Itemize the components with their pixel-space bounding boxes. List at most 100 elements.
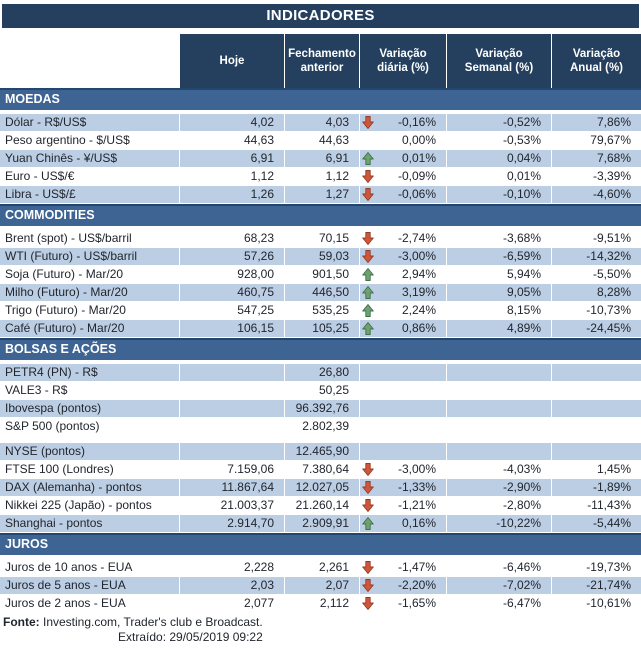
- down-arrow-icon: [362, 250, 375, 263]
- source-text: Investing.com, Trader's club e Broadcast…: [39, 615, 263, 629]
- variacao-diaria-value: -2,74%: [397, 231, 436, 245]
- cell-hoje: 106,15: [180, 320, 284, 337]
- cell-variacao-diaria: -0,09%: [360, 168, 446, 185]
- cell-variacao-anual: -3,39%: [552, 168, 641, 185]
- cell-variacao-diaria: -1,47%: [360, 559, 446, 576]
- variacao-diaria-value: -1,21%: [397, 498, 436, 512]
- cell-variacao-diaria: [360, 400, 446, 417]
- cell-variacao-semanal: -10,22%: [447, 515, 551, 532]
- row-label: Juros de 10 anos - EUA: [0, 559, 179, 576]
- extraction-timestamp: Extraído: 29/05/2019 09:22: [118, 630, 263, 644]
- report-footer: Fonte: Investing.com, Trader's club e Br…: [0, 615, 641, 645]
- source-line: Fonte: Investing.com, Trader's club e Br…: [3, 615, 641, 630]
- column-header-variacao-anual: Variação Anual (%): [552, 34, 641, 88]
- no-arrow-placeholder: [362, 366, 375, 379]
- cell-fechamento: 12.027,05: [285, 479, 359, 496]
- cell-variacao-semanal: -7,02%: [447, 577, 551, 594]
- row-label: Café (Futuro) - Mar/20: [0, 320, 179, 337]
- variacao-diaria-value: -1,33%: [397, 480, 436, 494]
- cell-fechamento: 446,50: [285, 284, 359, 301]
- cell-variacao-anual: -4,60%: [552, 186, 641, 203]
- cell-fechamento: 535,25: [285, 302, 359, 319]
- table-body: MOEDAS Dólar - R$/US$ 4,02 4,03 -0,16% -0,52%…: [0, 88, 641, 612]
- cell-hoje: 547,25: [180, 302, 284, 319]
- cell-variacao-diaria: 0,86%: [360, 320, 446, 337]
- cell-hoje: 44,63: [180, 132, 284, 149]
- row-label: FTSE 100 (Londres): [0, 461, 179, 478]
- cell-fechamento: 2,112: [285, 595, 359, 612]
- cell-variacao-anual: 1,45%: [552, 461, 641, 478]
- variacao-diaria-value: -1,47%: [397, 560, 436, 574]
- header-corner-empty: [0, 34, 179, 88]
- cell-hoje: [180, 364, 284, 381]
- row-label: Juros de 2 anos - EUA: [0, 595, 179, 612]
- cell-variacao-semanal: -0,10%: [447, 186, 551, 203]
- cell-fechamento: 2,261: [285, 559, 359, 576]
- up-arrow-icon: [362, 152, 375, 165]
- cell-fechamento: 105,25: [285, 320, 359, 337]
- row-label: Libra - US$/£: [0, 186, 179, 203]
- cell-hoje: 6,91: [180, 150, 284, 167]
- variacao-diaria-value: 0,86%: [401, 321, 436, 335]
- cell-fechamento: 901,50: [285, 266, 359, 283]
- variacao-diaria-value: -3,00%: [397, 462, 436, 476]
- section-header-juros: JUROS: [0, 533, 641, 555]
- cell-hoje: [180, 400, 284, 417]
- cell-variacao-diaria: 0,01%: [360, 150, 446, 167]
- cell-variacao-diaria: 0,16%: [360, 515, 446, 532]
- cell-variacao-semanal: 5,94%: [447, 266, 551, 283]
- cell-variacao-diaria: -0,06%: [360, 186, 446, 203]
- cell-hoje: [180, 418, 284, 435]
- cell-variacao-semanal: -2,90%: [447, 479, 551, 496]
- variacao-diaria-value: -1,65%: [397, 596, 436, 610]
- row-label: Yuan Chinês - ¥/US$: [0, 150, 179, 167]
- table-row: DAX (Alemanha) - pontos 11.867,64 12.027,0…: [0, 479, 641, 496]
- table-row: Yuan Chinês - ¥/US$ 6,91 6,91 0,01% 0,04% 7,6…: [0, 150, 641, 167]
- cell-variacao-semanal: -6,59%: [447, 248, 551, 265]
- cell-fechamento: 2.909,91: [285, 515, 359, 532]
- cell-hoje: 68,23: [180, 230, 284, 247]
- cell-variacao-anual: -10,61%: [552, 595, 641, 612]
- cell-variacao-semanal: -6,46%: [447, 559, 551, 576]
- row-label: NYSE (pontos): [0, 443, 179, 460]
- cell-hoje: [180, 443, 284, 460]
- table-row: PETR4 (PN) - R$ 26,80: [0, 364, 641, 381]
- cell-hoje: 4,02: [180, 114, 284, 131]
- cell-variacao-anual: -5,50%: [552, 266, 641, 283]
- row-label: S&P 500 (pontos): [0, 418, 179, 435]
- down-arrow-icon: [362, 463, 375, 476]
- cell-variacao-anual: 8,28%: [552, 284, 641, 301]
- cell-variacao-diaria: -3,00%: [360, 248, 446, 265]
- cell-variacao-anual: -21,74%: [552, 577, 641, 594]
- up-arrow-icon: [362, 268, 375, 281]
- down-arrow-icon: [362, 481, 375, 494]
- cell-hoje: [180, 382, 284, 399]
- cell-variacao-diaria: -1,33%: [360, 479, 446, 496]
- section-header-moedas: MOEDAS: [0, 88, 641, 110]
- variacao-diaria-value: -0,16%: [397, 115, 436, 129]
- cell-hoje: 21.003,37: [180, 497, 284, 514]
- cell-variacao-diaria: 2,94%: [360, 266, 446, 283]
- cell-variacao-anual: -1,89%: [552, 479, 641, 496]
- table-row: Milho (Futuro) - Mar/20 460,75 446,50 3,19%…: [0, 284, 641, 301]
- up-arrow-icon: [362, 304, 375, 317]
- table-row: Peso argentino - $/US$ 44,63 44,63 0,00% -0,…: [0, 132, 641, 149]
- row-label: Soja (Futuro) - Mar/20: [0, 266, 179, 283]
- cell-fechamento: 1,27: [285, 186, 359, 203]
- cell-variacao-semanal: [447, 400, 551, 417]
- variacao-diaria-value: -0,06%: [397, 187, 436, 201]
- cell-variacao-diaria: -2,20%: [360, 577, 446, 594]
- variacao-diaria-value: 2,94%: [401, 267, 436, 281]
- table-row: VALE3 - R$ 50,25: [0, 382, 641, 399]
- cell-variacao-semanal: 4,89%: [447, 320, 551, 337]
- up-arrow-icon: [362, 286, 375, 299]
- cell-variacao-anual: -5,44%: [552, 515, 641, 532]
- cell-variacao-anual: -24,45%: [552, 320, 641, 337]
- cell-variacao-diaria: [360, 418, 446, 435]
- cell-variacao-diaria: -1,21%: [360, 497, 446, 514]
- variacao-diaria-value: -2,20%: [397, 578, 436, 592]
- row-label: Milho (Futuro) - Mar/20: [0, 284, 179, 301]
- cell-fechamento: 2,07: [285, 577, 359, 594]
- no-arrow-placeholder: [362, 402, 375, 415]
- no-arrow-placeholder: [362, 420, 375, 433]
